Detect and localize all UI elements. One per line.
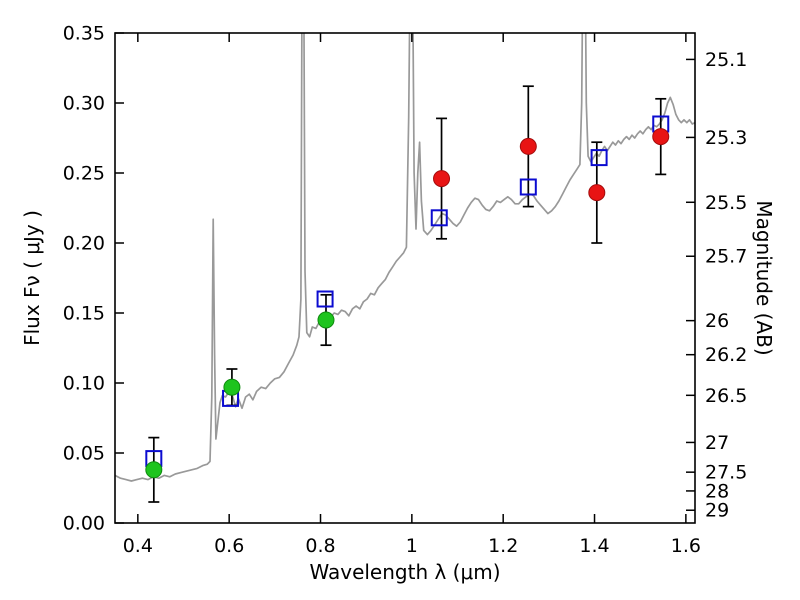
y-axis-label-magnitude: Magnitude (AB)	[752, 200, 776, 356]
magnitude-tick-label: 25.5	[705, 192, 747, 214]
model-photometry-square	[519, 178, 537, 196]
flux-tick-label: 0.15	[63, 303, 105, 325]
flux-tick-label: 0.30	[63, 93, 105, 115]
magnitude-tick-label: 25.1	[705, 49, 747, 71]
x-tick-label: 1.4	[579, 535, 609, 557]
magnitude-tick-label: 26.2	[705, 344, 747, 366]
x-tick-label: 1	[406, 535, 418, 557]
observed-photometry-infrared-point	[519, 137, 537, 155]
x-axis-label: Wavelength λ (μm)	[309, 560, 501, 584]
magnitude-tick-label: 26.5	[705, 385, 747, 407]
model-photometry-square	[430, 209, 448, 227]
x-tick-label: 1.2	[488, 535, 518, 557]
observed-photometry-optical-point	[317, 311, 335, 329]
observed-photometry-infrared-point	[652, 128, 670, 146]
magnitude-tick-label: 28	[705, 480, 729, 502]
magnitude-tick-label: 27	[705, 432, 729, 454]
y-axis-label-flux: Flux Fν ( μJy )	[20, 210, 44, 346]
magnitude-tick-label: 27.5	[705, 462, 747, 484]
model-photometry-square	[590, 149, 608, 167]
observed-photometry-optical-point	[223, 378, 241, 396]
x-tick-label: 0.4	[123, 535, 153, 557]
observed-photometry-infrared-point	[588, 184, 606, 202]
magnitude-tick-label: 25.3	[705, 127, 747, 149]
flux-tick-label: 0.20	[63, 233, 105, 255]
flux-tick-label: 0.35	[63, 23, 105, 45]
observed-photometry-optical-point	[145, 461, 163, 479]
x-tick-label: 0.6	[214, 535, 244, 557]
magnitude-tick-label: 25.7	[705, 246, 747, 268]
magnitude-tick-label: 26	[705, 310, 729, 332]
x-tick-label: 1.6	[671, 535, 701, 557]
flux-tick-label: 0.05	[63, 443, 105, 465]
x-tick-label: 0.8	[305, 535, 335, 557]
observed-photometry-infrared-point	[433, 170, 451, 188]
magnitude-tick-label: 29	[705, 500, 729, 522]
flux-tick-label: 0.25	[63, 163, 105, 185]
model-spectrum-line	[115, 33, 695, 482]
flux-tick-label: 0.10	[63, 373, 105, 395]
plot-frame	[114, 32, 696, 524]
model-photometry-square	[316, 290, 334, 308]
flux-tick-label: 0.00	[63, 513, 105, 535]
